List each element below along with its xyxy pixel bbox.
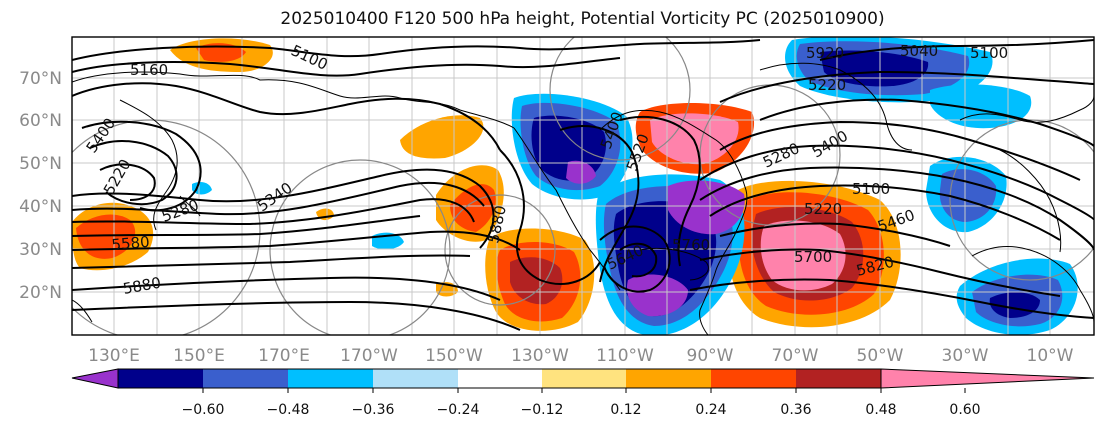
lon-label: 150°E [173, 346, 225, 366]
colorbar: −0.60 −0.48 −0.36 −0.24 −0.12 0.12 0.24 … [71, 368, 1095, 418]
colorbar-bin [288, 369, 373, 388]
contour-label: 5100 [852, 180, 890, 198]
lat-label: 40°N [19, 197, 62, 217]
contour-label: 5160 [130, 61, 168, 79]
lon-label: 150°W [425, 346, 483, 366]
lon-label: 10°W [1027, 346, 1074, 366]
colorbar-tick-label: −0.12 [521, 402, 564, 418]
contour-label: 5100 [970, 44, 1008, 62]
lat-label: 20°N [19, 283, 62, 303]
colorbar-tick-label: 0.24 [695, 402, 726, 418]
colorbar-bin [542, 369, 626, 388]
colorbar-bin [458, 369, 542, 388]
contour-label: 5220 [808, 76, 846, 94]
colorbar-tick-label: −0.24 [437, 402, 480, 418]
map-border [71, 36, 1095, 336]
colorbar-tick-label: 0.12 [610, 402, 641, 418]
colorbar-tick-label: −0.48 [267, 402, 310, 418]
colorbar-tick-label: −0.36 [352, 402, 395, 418]
colorbar-tick-label: 0.36 [780, 402, 811, 418]
lat-label: 30°N [19, 240, 62, 260]
colorbar-border [117, 368, 882, 389]
colorbar-tick-label: 0.60 [949, 402, 980, 418]
colorbar-bin [796, 369, 881, 388]
colorbar-tick-marks [202, 388, 966, 393]
colorbar-bin [203, 369, 288, 388]
colorbar-bin [118, 369, 203, 388]
contour-label: 5580 [111, 233, 151, 254]
lon-label: 130°W [511, 346, 569, 366]
height-contours [72, 39, 1094, 331]
lon-label: 110°W [596, 346, 654, 366]
map-layers: 5160 5100 5400 5220 5280 5340 5580 5880 … [72, 37, 1094, 335]
lon-label: 70°W [772, 346, 819, 366]
contour-label: 5760 [672, 236, 710, 254]
contour-label: 5040 [900, 42, 938, 60]
colorbar-extend-low [71, 368, 119, 389]
reference-circles [72, 37, 1094, 335]
lon-label: 170°W [340, 346, 398, 366]
lat-label: 50°N [19, 154, 62, 174]
coastlines [72, 62, 1094, 335]
colorbar-tick-label: −0.60 [182, 402, 225, 418]
plot-title: 2025010400 F120 500 hPa height, Potentia… [280, 9, 885, 29]
lon-label: 30°W [942, 346, 989, 366]
colorbar-extend-high [880, 368, 1095, 389]
lon-label: 90°W [687, 346, 734, 366]
contour-label: 5920 [806, 44, 844, 62]
colorbar-bin [373, 369, 458, 388]
colorbar-bin [626, 369, 711, 388]
lat-label: 70°N [19, 69, 62, 89]
lon-label: 50°W [857, 346, 904, 366]
colorbar-tick-labels: −0.60 −0.48 −0.36 −0.24 −0.12 0.12 0.24 … [182, 402, 981, 418]
contour-label: 5700 [794, 248, 832, 266]
colorbar-tick-label: 0.48 [865, 402, 896, 418]
lat-label: 60°N [19, 111, 62, 131]
latitude-labels: 70°N 60°N 50°N 40°N 30°N 20°N [19, 69, 62, 303]
lon-label: 130°E [88, 346, 140, 366]
contour-label: 5220 [804, 200, 842, 218]
lon-label: 170°E [258, 346, 310, 366]
longitude-labels: 130°E 150°E 170°E 170°W 150°W 130°W 110°… [88, 346, 1074, 366]
graticule [72, 37, 1094, 335]
colorbar-bin [711, 369, 796, 388]
